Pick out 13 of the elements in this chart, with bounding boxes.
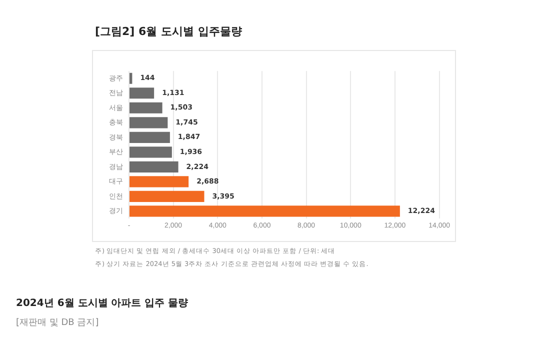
bar: [130, 176, 189, 188]
chart-title: [그림2] 6월 도시별 입주물량: [95, 24, 242, 39]
bar: [130, 190, 204, 202]
text: [재판매 및 DB 금지]: [16, 317, 99, 329]
bar: [130, 132, 170, 143]
bar: [130, 102, 162, 114]
bar: [130, 206, 400, 217]
bar: [130, 72, 132, 84]
bar: [130, 161, 178, 172]
bar: [130, 88, 154, 99]
bar: [130, 146, 172, 158]
bar: [130, 117, 168, 128]
text: 2024년 6월 도시별 아파트 입주 물량: [16, 297, 188, 310]
